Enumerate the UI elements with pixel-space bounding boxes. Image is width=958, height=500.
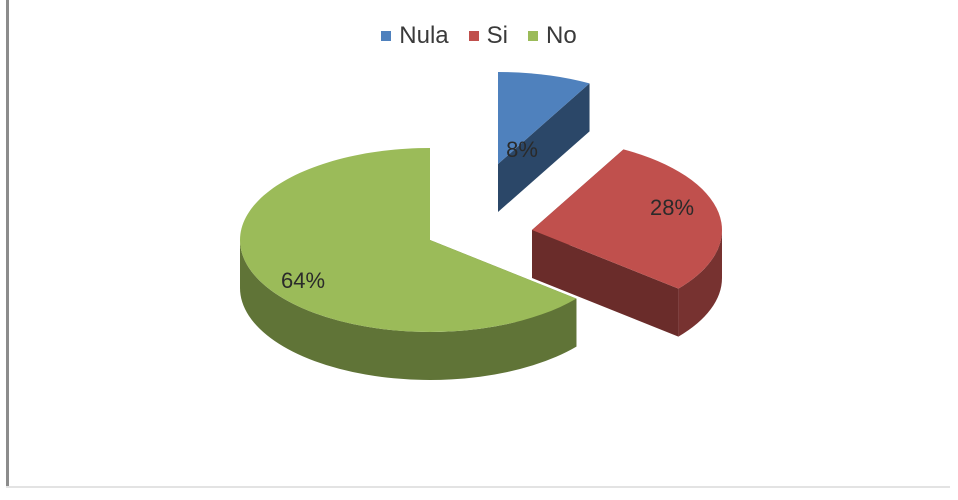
- slice-label-si: 28%: [650, 195, 694, 220]
- slice-top-si: [532, 149, 722, 289]
- slice-wall-nula-1: [498, 83, 590, 212]
- slice-top-nula: [498, 72, 590, 164]
- pie-label-layer: 8% 28% 64%: [281, 137, 694, 293]
- legend-label-nula: Nula: [399, 22, 449, 49]
- slice-label-no: 64%: [281, 268, 325, 293]
- legend-label-no: No: [546, 22, 577, 49]
- pie-top-layer: [240, 72, 722, 333]
- chart-legend: Nula Si No: [0, 22, 958, 50]
- legend-item-nula: Nula: [381, 22, 449, 50]
- slice-side-si-0: [678, 230, 722, 337]
- slice-wall-si-1: [532, 230, 679, 337]
- legend-item-si: Si: [468, 22, 508, 50]
- legend-swatch-no: [528, 31, 538, 41]
- slice-top-no: [240, 148, 577, 333]
- slice-side-no-0: [239, 240, 577, 380]
- legend-item-no: No: [528, 22, 577, 50]
- slice-label-nula: 8%: [506, 137, 538, 162]
- legend-swatch-si: [468, 31, 479, 41]
- frame-left-border: [6, 0, 9, 488]
- legend-swatch-nula: [381, 31, 392, 41]
- legend-label-si: Si: [486, 22, 508, 49]
- frame-bottom-border: [6, 486, 950, 488]
